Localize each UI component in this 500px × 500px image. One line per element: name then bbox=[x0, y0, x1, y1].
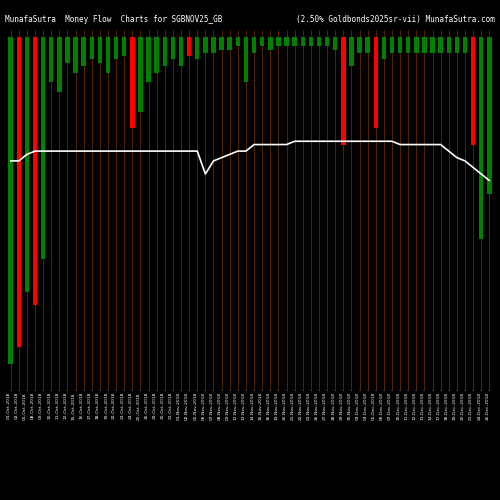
Bar bbox=[341, 36, 345, 144]
Bar bbox=[308, 36, 313, 46]
Bar bbox=[146, 36, 151, 82]
Bar bbox=[236, 36, 240, 46]
Bar bbox=[284, 36, 288, 46]
Bar bbox=[446, 36, 451, 53]
Bar bbox=[98, 36, 102, 62]
Bar bbox=[268, 36, 272, 50]
Bar bbox=[349, 36, 354, 66]
Bar bbox=[333, 36, 338, 50]
Bar bbox=[390, 36, 394, 53]
Text: MunafaSutra  Money Flow  Charts for SGBNOV25_GB: MunafaSutra Money Flow Charts for SGBNOV… bbox=[5, 15, 222, 24]
Bar bbox=[16, 36, 21, 348]
Bar bbox=[325, 36, 330, 46]
Bar bbox=[187, 36, 192, 56]
Bar bbox=[195, 36, 200, 60]
Bar bbox=[220, 36, 224, 50]
Bar bbox=[454, 36, 459, 53]
Bar bbox=[276, 36, 280, 46]
Bar bbox=[130, 36, 134, 128]
Bar bbox=[358, 36, 362, 53]
Bar bbox=[479, 36, 484, 240]
Bar bbox=[170, 36, 175, 60]
Bar bbox=[252, 36, 256, 53]
Bar bbox=[154, 36, 159, 72]
Bar bbox=[162, 36, 167, 66]
Bar bbox=[438, 36, 443, 53]
Bar bbox=[260, 36, 264, 46]
Bar bbox=[487, 36, 492, 194]
Bar bbox=[463, 36, 467, 53]
Bar bbox=[244, 36, 248, 82]
Bar bbox=[382, 36, 386, 60]
Bar bbox=[316, 36, 321, 46]
Bar bbox=[33, 36, 37, 305]
Bar bbox=[122, 36, 126, 56]
Bar bbox=[24, 36, 29, 292]
Bar bbox=[106, 36, 110, 72]
Bar bbox=[471, 36, 476, 144]
Bar bbox=[300, 36, 305, 46]
Bar bbox=[41, 36, 46, 259]
Bar bbox=[430, 36, 435, 53]
Bar bbox=[138, 36, 142, 112]
Bar bbox=[65, 36, 70, 62]
Bar bbox=[74, 36, 78, 72]
Bar bbox=[398, 36, 402, 53]
Bar bbox=[203, 36, 207, 53]
Bar bbox=[228, 36, 232, 50]
Bar bbox=[366, 36, 370, 53]
Bar bbox=[8, 36, 13, 364]
Bar bbox=[49, 36, 54, 82]
Bar bbox=[82, 36, 86, 66]
Bar bbox=[406, 36, 410, 53]
Bar bbox=[57, 36, 62, 92]
Bar bbox=[179, 36, 184, 66]
Bar bbox=[422, 36, 426, 53]
Bar bbox=[292, 36, 297, 46]
Text: (2.50% Goldbonds2025sr-vii) MunafaSutra.com: (2.50% Goldbonds2025sr-vii) MunafaSutra.… bbox=[296, 15, 495, 24]
Bar bbox=[414, 36, 418, 53]
Bar bbox=[374, 36, 378, 128]
Bar bbox=[212, 36, 216, 53]
Bar bbox=[90, 36, 94, 60]
Bar bbox=[114, 36, 118, 60]
